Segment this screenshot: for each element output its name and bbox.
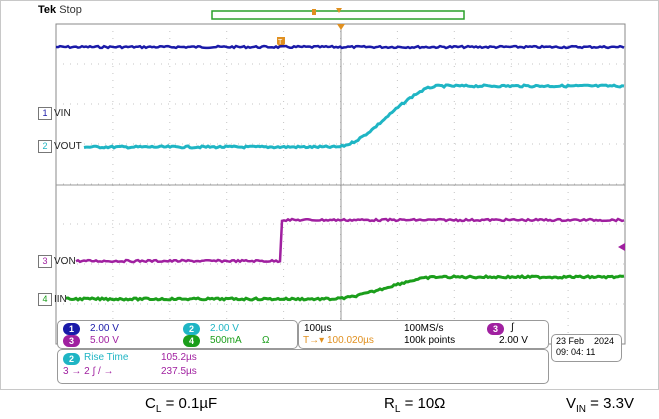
channel-3-label: VON xyxy=(54,256,76,267)
channel-3-marker[interactable]: 3 VON xyxy=(38,255,76,268)
channel-2-marker[interactable]: 2 VOUT xyxy=(38,140,82,153)
trace-vin xyxy=(55,44,625,50)
scope-brand: Tek Stop xyxy=(38,4,82,16)
measure-1-value: 105.2µs xyxy=(161,352,197,363)
timebase-panel[interactable]: 100µs 100MS/s 3 ∫ T→▾ 100.020µs 100k poi… xyxy=(298,320,549,349)
channel-1-number: 1 xyxy=(38,107,52,120)
vin-subscript: IN xyxy=(576,404,587,415)
caption-rl: RL = 10Ω xyxy=(384,395,445,415)
trigger-point-marker xyxy=(337,24,345,30)
sample-rate: 100MS/s xyxy=(404,323,444,334)
ch4-scale-badge: 4 xyxy=(183,335,200,347)
date-time: 09: 04: 11 xyxy=(556,347,596,357)
trace-vout xyxy=(83,83,625,150)
channel-4-marker[interactable]: 4 IIN xyxy=(38,293,67,306)
cl-subscript: L xyxy=(155,404,162,415)
trigger-position-icon: T→▾ xyxy=(303,335,325,346)
channel-2-number: 2 xyxy=(38,140,52,153)
cl-symbol: C xyxy=(145,395,156,412)
acquisition-status: Stop xyxy=(59,4,82,16)
channel-4-number: 4 xyxy=(38,293,52,306)
record-length: 100k points xyxy=(404,335,456,346)
time-per-div: 100µs xyxy=(304,323,332,334)
measure-2-label: 3 → 2 ∫ / → xyxy=(63,366,114,377)
caption-cl: CL = 0.1µF xyxy=(145,395,217,415)
trace-iin xyxy=(65,274,625,302)
channel-scale-panel[interactable]: 1 2.00 V 2 2.00 V 3 5.00 V 4 500mA Ω xyxy=(57,320,298,349)
record-window-indicator xyxy=(211,10,465,20)
channel-1-marker[interactable]: 1 VIN xyxy=(38,107,71,120)
date-time-panel: 23 Feb 2024 09: 04: 11 xyxy=(551,334,622,362)
date-year: 2024 xyxy=(594,336,615,346)
rl-subscript: L xyxy=(394,404,401,415)
brand-text: Tek xyxy=(38,4,57,16)
measure-1-label: Rise Time xyxy=(84,352,129,363)
measure-2-value: 237.5µs xyxy=(161,366,197,377)
date-day: 23 Feb xyxy=(556,336,585,346)
caption-vin: VIN = 3.3V xyxy=(566,395,634,415)
channel-3-number: 3 xyxy=(38,255,52,268)
rising-edge-icon: ∫ xyxy=(511,322,514,333)
channel-2-label: VOUT xyxy=(54,141,82,152)
vin-value: = 3.3V xyxy=(586,395,634,412)
rl-symbol: R xyxy=(384,395,395,412)
trigger-level: 2.00 V xyxy=(499,335,528,346)
ch3-scale: 5.00 V xyxy=(90,335,119,346)
ch2-scale: 2.00 V xyxy=(210,323,239,334)
ch4-bandwidth-icon: Ω xyxy=(262,335,270,346)
trace-von xyxy=(75,217,625,264)
trigger-level-arrow xyxy=(618,243,625,251)
ch2-scale-badge: 2 xyxy=(183,323,200,335)
cl-value: = 0.1µF xyxy=(161,395,218,412)
vin-symbol: V xyxy=(566,395,577,412)
trigger-window-marker xyxy=(312,9,316,15)
channel-4-label: IIN xyxy=(54,294,67,305)
rl-value: = 10Ω xyxy=(400,395,446,412)
channel-1-label: VIN xyxy=(54,108,71,119)
scope-display: T xyxy=(55,8,626,345)
trigger-t-label: T xyxy=(278,39,283,46)
ch3-scale-badge: 3 xyxy=(63,335,80,347)
trigger-source-badge: 3 xyxy=(487,323,504,335)
measurements-panel[interactable]: 2 Rise Time 105.2µs 3 → 2 ∫ / → 237.5µs xyxy=(57,349,549,384)
ch1-scale-badge: 1 xyxy=(63,323,80,335)
trigger-position: 100.020µs xyxy=(327,335,374,346)
ch4-scale: 500mA xyxy=(210,335,242,346)
measure-1-source: 2 xyxy=(63,353,80,365)
ch1-scale: 2.00 V xyxy=(90,323,119,334)
trigger-time-marker xyxy=(336,8,342,13)
